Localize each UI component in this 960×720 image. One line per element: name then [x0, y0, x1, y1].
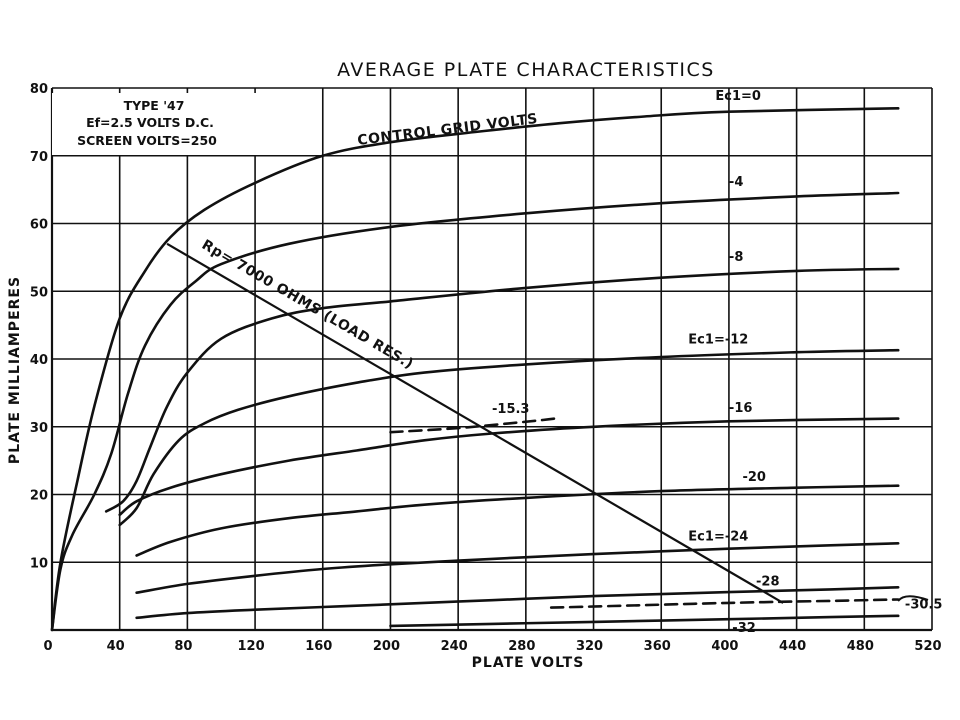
x-tick-360: 360 [644, 639, 671, 654]
series-curve-8 [104, 267, 900, 513]
series-label-20: -20 [742, 470, 766, 485]
load-line-label: Rp= 7000 OHMS (LOAD RES.) [199, 237, 416, 373]
x-tick-120: 120 [238, 639, 265, 654]
series-curve-16 [118, 417, 900, 517]
y-tick-70: 70 [30, 150, 48, 165]
info-box: TYPE '47 Ef=2.5 VOLTS D.C. SCREEN VOLTS=… [77, 98, 217, 148]
y-tick-20: 20 [30, 489, 48, 504]
y-tick-60: 60 [30, 218, 48, 233]
control-grid-annotation: CONTROL GRID VOLTS [357, 111, 539, 149]
x-tick-160: 160 [305, 639, 332, 654]
x-tick-280: 280 [508, 639, 535, 654]
series-label-16: -16 [729, 401, 753, 416]
y-tick-10: 10 [30, 556, 48, 571]
series-label-15-3: -15.3 [492, 402, 529, 417]
load-line [166, 242, 784, 604]
y-axis-label: PLATE MILLIAMPERES [7, 276, 23, 464]
x-tick-440: 440 [779, 639, 806, 654]
series-curve-ec1-0 [50, 107, 900, 632]
y-tick-30: 30 [30, 421, 48, 436]
grid [50, 87, 933, 632]
leader-arrow-30-5 [897, 595, 929, 602]
series-label-ec1-0: Ec1=0 [715, 89, 761, 104]
x-tick-240: 240 [441, 639, 468, 654]
y-tick-80: 80 [30, 82, 48, 97]
info-line-screen: SCREEN VOLTS=250 [77, 133, 217, 148]
series-curve-4 [50, 191, 900, 632]
x-axis-label: PLATE VOLTS [472, 655, 585, 671]
series-curve-32 [389, 614, 900, 628]
x-tick-40: 40 [107, 639, 125, 654]
series-label-8: -8 [729, 250, 743, 265]
info-line-filament: Ef=2.5 VOLTS D.C. [86, 115, 214, 130]
series-curve-ec1-24 [135, 542, 900, 594]
series-label-ec1-24: Ec1=-24 [688, 530, 748, 545]
x-tick-400: 400 [711, 639, 738, 654]
series-label-28: -28 [756, 574, 780, 589]
series-curves [50, 107, 900, 632]
series-labels: Ec1=0 -4 -8 Ec1=-12 -16 -20 Ec1=-24 -28 -32 -15.3… [492, 89, 942, 636]
series-curve-28 [135, 586, 900, 620]
series-label-4: -4 [729, 175, 743, 190]
x-tick-0: 0 [43, 639, 52, 654]
y-tick-40: 40 [30, 353, 48, 368]
series-curve-ec1-12 [118, 348, 900, 527]
x-tick-80: 80 [174, 639, 192, 654]
info-box-mask [52, 93, 258, 155]
x-tick-520: 520 [914, 639, 941, 654]
tick-labels: 0 40 80 120 160 200 240 280 320 360 400 440 480 520 10… [30, 82, 942, 654]
series-label-30-5: -30.5 [905, 597, 942, 612]
chart-title: AVERAGE PLATE CHARACTERISTICS [337, 59, 715, 81]
y-tick-50: 50 [30, 285, 48, 300]
series-curve-15-3 [389, 416, 561, 434]
x-tick-200: 200 [373, 639, 400, 654]
series-label-ec1-12: Ec1=-12 [688, 332, 748, 347]
x-tick-480: 480 [847, 639, 874, 654]
series-label-32: -32 [732, 621, 756, 636]
x-tick-320: 320 [576, 639, 603, 654]
series-curve-30-5 [549, 598, 900, 609]
series-curve-20 [135, 484, 900, 557]
info-line-type: TYPE '47 [124, 98, 185, 113]
